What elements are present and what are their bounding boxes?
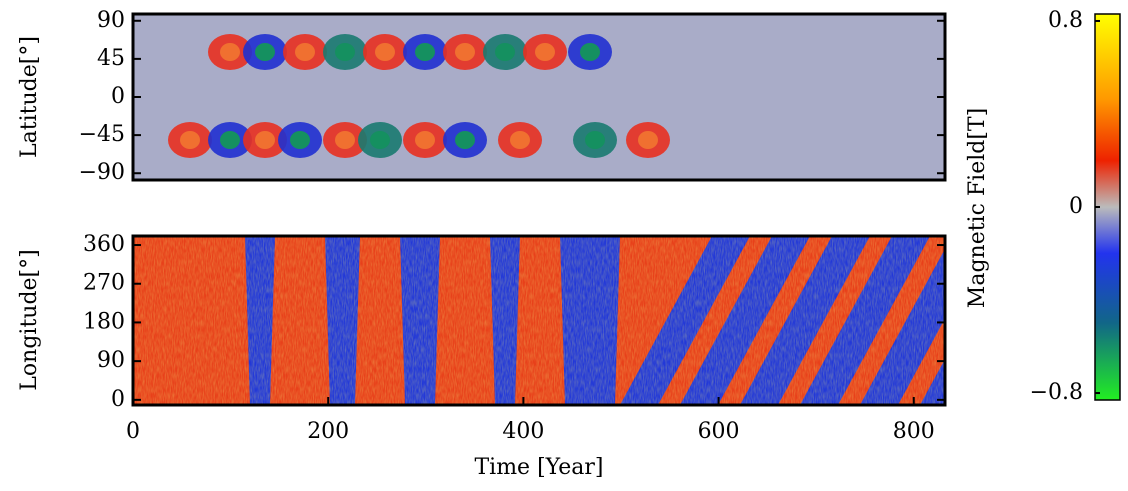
panel-frame — [131, 234, 947, 407]
latitude-map — [133, 14, 945, 180]
blob-core — [220, 131, 240, 149]
blob-core — [510, 131, 530, 149]
texture — [133, 236, 945, 405]
colorbar-tick-label: 0.8 — [1048, 8, 1083, 33]
colorbar-tick-label: 0 — [1069, 194, 1083, 219]
y-tick-label: 90 — [97, 8, 125, 33]
blob-core — [415, 43, 435, 61]
blob-core — [375, 43, 395, 61]
blob-core — [335, 43, 355, 61]
blob-core — [495, 43, 515, 61]
blob-core — [255, 43, 275, 61]
x-tick-label: 600 — [698, 419, 740, 444]
y-tick-label: 180 — [83, 309, 125, 334]
y-tick-label: 0 — [111, 84, 125, 109]
blob-core — [585, 131, 605, 149]
blob-core — [415, 131, 435, 149]
x-tick-label: 200 — [307, 419, 349, 444]
x-tick-label: 400 — [502, 419, 544, 444]
blob-core — [580, 43, 600, 61]
blob-core — [290, 131, 310, 149]
x-axis-label: Time [Year] — [474, 455, 603, 480]
blob-core — [295, 43, 315, 61]
y-tick-label: −45 — [79, 122, 125, 147]
colorbar — [1094, 13, 1121, 401]
blob-core — [335, 131, 355, 149]
x-tick-label: 800 — [893, 419, 935, 444]
y-axis-label: Longitude[°] — [17, 249, 42, 390]
y-tick-label: 90 — [97, 348, 125, 373]
blob-core — [455, 43, 475, 61]
y-tick-label: −90 — [79, 160, 125, 185]
y-tick-label: 0 — [111, 387, 125, 412]
longitude-map — [133, 236, 945, 405]
blob-core — [638, 131, 658, 149]
blob-core — [370, 131, 390, 149]
blob-core — [455, 131, 475, 149]
y-tick-label: 270 — [83, 271, 125, 296]
blob-core — [535, 43, 555, 61]
colorbar-label: Magnetic Field[T] — [965, 108, 990, 308]
blob-core — [255, 131, 275, 149]
colorbar-tick-label: −0.8 — [1030, 380, 1083, 405]
blob-core — [180, 131, 200, 149]
x-tick-label: 0 — [126, 419, 140, 444]
y-axis-label: Latitude[°] — [17, 36, 42, 158]
blob-core — [220, 43, 240, 61]
y-tick-label: 360 — [83, 232, 125, 257]
y-tick-label: 45 — [97, 46, 125, 71]
